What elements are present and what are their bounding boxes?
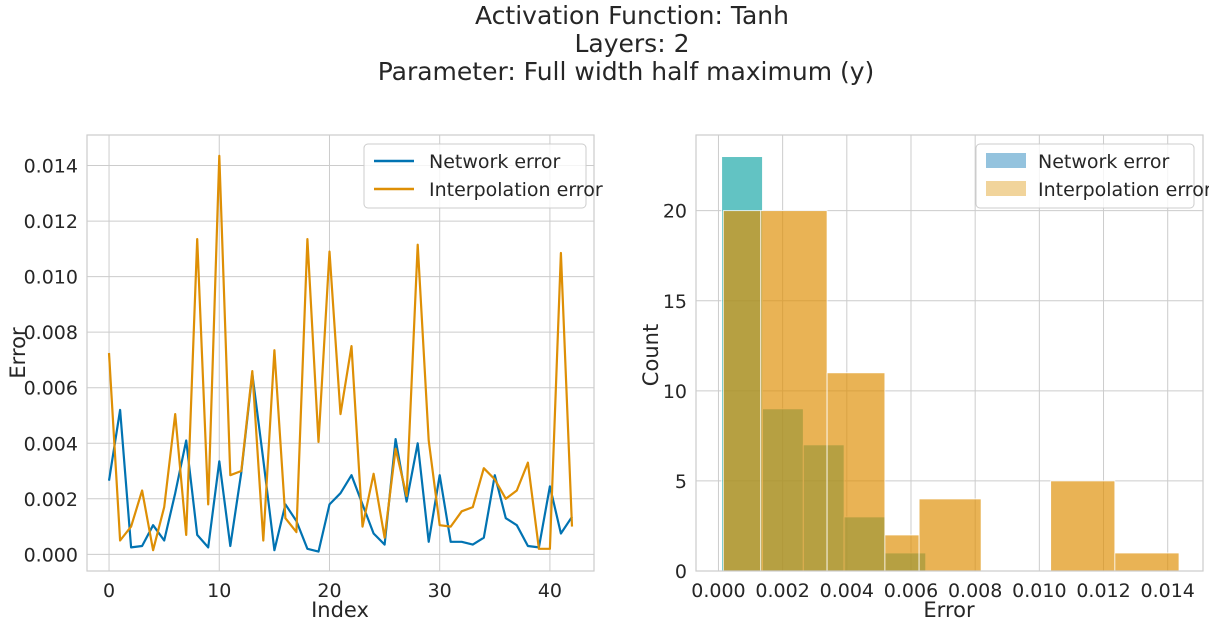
line-chart-x-tick-label: 20: [317, 580, 341, 602]
histogram-legend: Network error Interpolation error: [975, 143, 1209, 209]
line-chart-x-ticks: 0 10 20 30 40: [103, 580, 562, 602]
line-chart-y-tick-label: 0.014: [24, 156, 78, 178]
histogram-y-ticks: 0 5 10 15 20: [663, 201, 687, 583]
histogram-y-axis-label: Count: [639, 324, 663, 386]
interpolation-error-line: [107, 154, 574, 552]
line-chart-x-tick-label: 0: [103, 580, 115, 602]
line-chart-y-tick-label: 0.010: [24, 267, 78, 289]
legend-interpolation-label: Interpolation error: [429, 179, 603, 201]
histogram-y-tick-label: 20: [663, 201, 687, 223]
histogram-legend-box: [975, 143, 1195, 209]
line-chart-x-tick-label: 40: [538, 580, 562, 602]
line-chart: 0 10 20 30 40 0.000 0.002 0.004 0.006 0.008 0.010…: [6, 134, 603, 622]
histogram-y-tick-label: 0: [675, 561, 687, 583]
line-chart-y-tick-label: 0.002: [24, 489, 78, 511]
line-chart-y-tick-label: 0.008: [24, 322, 78, 344]
line-chart-plot-area: [107, 154, 574, 553]
histogram-y-tick-label: 5: [675, 471, 687, 493]
interpolation-error-bar: [884, 534, 920, 572]
line-chart-frame: [86, 134, 595, 572]
line-chart-y-axis-label: Error: [6, 327, 30, 379]
legend-network-label: Network error: [429, 151, 561, 173]
interpolation-error-bar: [918, 498, 982, 572]
line-chart-x-tick-label: 30: [428, 580, 452, 602]
histogram-x-ticks: 0.000 0.002 0.004 0.006 0.008 0.010 0.012 0.014: [691, 580, 1195, 602]
title-line-1: Activation Function: Tanh: [475, 1, 789, 30]
histogram-x-tick-label: 0.000: [691, 580, 745, 602]
interpolation-error-bar: [760, 210, 828, 572]
line-chart-y-tick-label: 0.004: [24, 433, 78, 455]
network-error-line: [107, 372, 573, 553]
legend-network-label: Network error: [1038, 151, 1170, 173]
histogram-x-tick-label: 0.010: [1012, 580, 1066, 602]
histogram-plot-area: [721, 156, 1180, 572]
histogram-frame: [695, 134, 1204, 572]
legend-interpolation-label: Interpolation error: [1038, 179, 1209, 201]
line-chart-y-tick-label: 0.000: [24, 544, 78, 566]
legend-interpolation-patch: [986, 181, 1026, 196]
line-chart-y-tick-label: 0.012: [24, 211, 78, 233]
interpolation-error-bar: [1050, 480, 1116, 572]
histogram-y-tick-label: 15: [663, 291, 687, 313]
interpolation-error-bar: [826, 372, 886, 572]
histogram-x-axis-label: Error: [923, 598, 975, 622]
line-chart-x-tick-label: 10: [207, 580, 231, 602]
interpolation-error-bar: [1114, 552, 1180, 572]
legend-network-patch: [986, 153, 1026, 168]
line-chart-legend-box: [363, 143, 587, 209]
interpolation-error-bar: [722, 210, 762, 572]
histogram-x-tick-label: 0.004: [820, 580, 874, 602]
line-chart-x-axis-label: Index: [311, 598, 369, 622]
line-chart-y-tick-label: 0.006: [24, 378, 78, 400]
histogram-x-tick-label: 0.008: [948, 580, 1002, 602]
histogram-chart: 0.000 0.002 0.004 0.006 0.008 0.010 0.012 0.014…: [639, 134, 1209, 622]
histogram-x-tick-label: 0.012: [1076, 580, 1130, 602]
histogram-x-tick-label: 0.014: [1140, 580, 1194, 602]
histogram-y-tick-label: 10: [663, 381, 687, 403]
histogram-x-tick-label: 0.002: [755, 580, 809, 602]
histogram-x-tick-label: 0.006: [884, 580, 938, 602]
title-line-2: Layers: 2: [574, 29, 689, 58]
title-line-3: Parameter: Full width half maximum (y): [378, 57, 875, 86]
line-chart-y-ticks: 0.000 0.002 0.004 0.006 0.008 0.010 0.012 0.014: [24, 156, 78, 567]
figure-title: Activation Function: Tanh Layers: 2 Para…: [378, 1, 875, 86]
line-chart-legend: Network error Interpolation error: [363, 143, 603, 209]
